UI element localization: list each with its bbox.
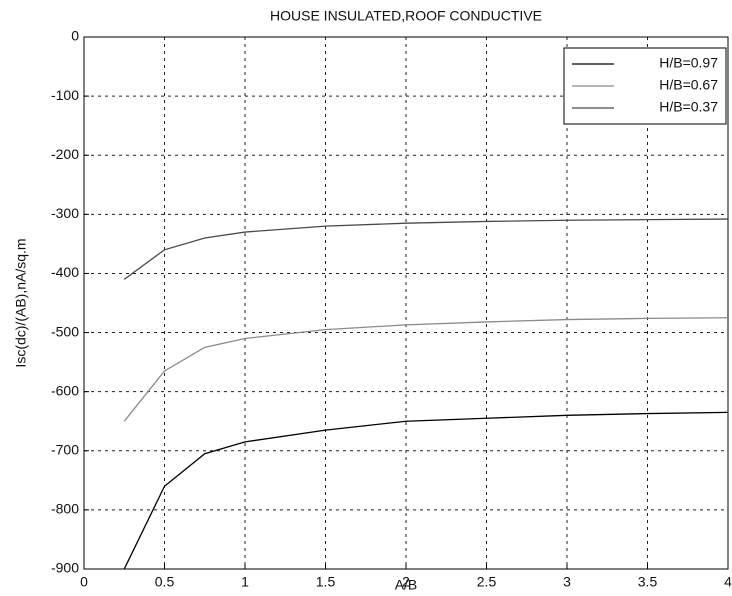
y-tick-label: 0: [71, 28, 79, 44]
y-tick-label: -900: [51, 560, 79, 576]
legend-label: H/B=0.37: [659, 99, 718, 115]
x-tick-label: 1: [241, 574, 249, 590]
y-tick-label: -200: [51, 146, 79, 162]
x-axis-label: A/B: [395, 577, 418, 593]
x-tick-label: 3: [563, 574, 571, 590]
series-line: [123, 411, 729, 570]
legend: H/B=0.97 H/B=0.67 H/B=0.37: [563, 47, 727, 125]
y-tick-label: -100: [51, 87, 79, 103]
y-tick-label: -400: [51, 264, 79, 280]
x-tick-label: 1.5: [316, 574, 336, 590]
legend-label: H/B=0.97: [659, 55, 718, 71]
legend-label: H/B=0.67: [659, 77, 718, 93]
chart-title: HOUSE INSULATED,ROOF CONDUCTIVE: [270, 8, 542, 24]
y-tick-label: -800: [51, 501, 79, 517]
series-line: [123, 317, 729, 422]
plot-frame: [83, 36, 729, 570]
y-tick-label: -500: [51, 323, 79, 339]
x-tick-label: 4: [724, 574, 732, 590]
y-tick-label: -600: [51, 382, 79, 398]
x-tick-label: 0: [80, 574, 88, 590]
y-tick-label: -700: [51, 441, 79, 457]
y-axis-label: Isc(dc)/(AB),nA/sq.m: [13, 238, 29, 367]
y-tick-label: -300: [51, 205, 79, 221]
x-tick-label: 2: [402, 574, 410, 590]
x-tick-label: 2.5: [477, 574, 497, 590]
series-line: [123, 218, 729, 280]
x-tick-label: 3.5: [638, 574, 658, 590]
x-tick-label: 0.5: [155, 574, 175, 590]
